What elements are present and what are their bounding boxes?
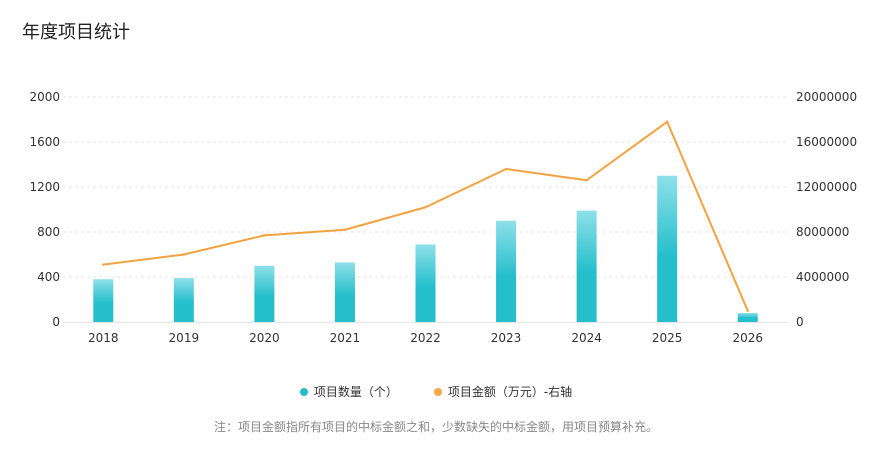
- x-tick-label: 2026: [732, 331, 763, 345]
- x-tick-label: 2024: [571, 331, 602, 345]
- line-point: [665, 120, 669, 123]
- y-left-tick-label: 1200: [29, 180, 60, 194]
- legend-item-line[interactable]: 项目金额（万元）-右轴: [433, 383, 573, 400]
- bar: [415, 244, 436, 322]
- x-tick-label: 2019: [169, 331, 200, 345]
- legend: 项目数量（个） 项目金额（万元）-右轴: [0, 383, 872, 400]
- bar: [576, 210, 597, 322]
- x-tick-label: 2025: [652, 331, 683, 345]
- y-right-tick-label: 12000000: [796, 180, 857, 194]
- y-left-tick-label: 0: [52, 315, 60, 329]
- y-left-tick-label: 1600: [29, 135, 60, 149]
- line-point: [102, 263, 105, 266]
- legend-label-line: 项目金额（万元）-右轴: [447, 385, 573, 399]
- y-left-tick-label: 800: [37, 225, 60, 239]
- y-left-tick-label: 400: [37, 270, 60, 284]
- line-point: [263, 234, 266, 237]
- y-left-tick-label: 2000: [29, 90, 60, 104]
- legend-item-bar[interactable]: 项目数量（个）: [299, 383, 398, 400]
- y-right-tick-label: 16000000: [796, 135, 857, 149]
- bar: [334, 262, 355, 322]
- x-tick-label: 2022: [410, 331, 441, 345]
- chart-title: 年度项目统计: [22, 22, 130, 43]
- bar: [173, 278, 194, 322]
- bar: [737, 313, 758, 322]
- footnote: 注：项目金额指所有项目的中标金额之和，少数缺失的中标金额，用项目预算补充。: [213, 420, 658, 434]
- x-tick-label: 2023: [491, 331, 522, 345]
- x-tick-label: 2020: [249, 331, 280, 345]
- y-right-tick-label: 4000000: [796, 270, 849, 284]
- bar: [657, 175, 678, 322]
- bar: [254, 265, 275, 322]
- y-right-tick-label: 0: [796, 315, 804, 329]
- y-right-tick-label: 8000000: [796, 225, 849, 239]
- x-tick-label: 2021: [330, 331, 361, 345]
- bar: [496, 220, 517, 322]
- y-right-tick-label: 20000000: [796, 90, 857, 104]
- legend-dot-bar-icon: [299, 387, 308, 396]
- line-point: [585, 179, 588, 182]
- line-point: [424, 206, 427, 209]
- legend-label-bar: 项目数量（个）: [313, 385, 398, 399]
- line-point: [343, 228, 347, 231]
- line-point: [504, 167, 508, 171]
- chart-area: 0 400 800 1200 1600 2000 0 4000000 8000000 120000…: [29, 90, 857, 345]
- line-point: [182, 253, 186, 256]
- line-point: [746, 309, 749, 312]
- bar: [93, 279, 114, 322]
- x-tick-label: 2018: [88, 331, 119, 345]
- legend-dot-line-icon: [433, 387, 442, 396]
